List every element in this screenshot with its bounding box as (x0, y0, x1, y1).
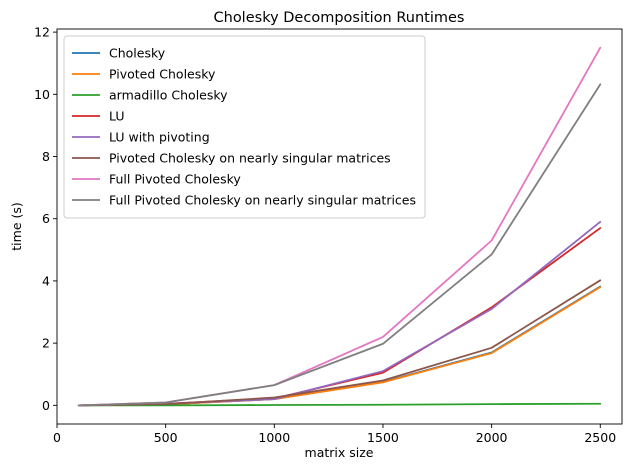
legend-label: LU with pivoting (109, 130, 210, 145)
plot-frame (56, 28, 623, 425)
y-tick-label: 12 (34, 25, 50, 40)
y-axis-label: time (s) (9, 202, 24, 250)
chart-title: Cholesky Decomposition Runtimes (214, 10, 465, 26)
x-axis-label: matrix size (305, 445, 374, 460)
y-tick-label: 2 (42, 336, 50, 351)
x-tick-label: 1500 (367, 430, 399, 445)
series-lines (77, 46, 602, 407)
y-tick-label: 6 (42, 211, 50, 226)
y-tick-label: 4 (42, 273, 50, 288)
x-tick-label: 2500 (584, 430, 616, 445)
legend-label: Pivoted Cholesky (109, 67, 216, 82)
series-line (77, 83, 602, 407)
x-tick-label: 2000 (476, 430, 508, 445)
legend-label: Cholesky (109, 46, 166, 61)
legend-label: Full Pivoted Cholesky (109, 172, 241, 187)
y-tick-label: 0 (42, 398, 50, 413)
legend-label: Pivoted Cholesky on nearly singular matr… (109, 151, 391, 166)
series-line (77, 402, 602, 407)
legend-label: armadillo Cholesky (109, 88, 228, 103)
legend: Cholesky Pivoted Cholesky armadillo Choles… (63, 35, 426, 219)
y-tick-label: 10 (34, 87, 50, 102)
x-tick-label: 500 (154, 430, 178, 445)
x-tick-label: 1000 (258, 430, 290, 445)
axis-ticks: 0 500 1000 1500 2000 2500 0 2 4 6 8 10 12 (34, 25, 616, 445)
legend-box (63, 35, 426, 219)
x-tick-label: 0 (53, 430, 61, 445)
y-tick-label: 8 (42, 149, 50, 164)
legend-label: LU (109, 109, 125, 124)
series-line (77, 279, 602, 407)
legend-label: Full Pivoted Cholesky on nearly singular… (109, 193, 416, 208)
